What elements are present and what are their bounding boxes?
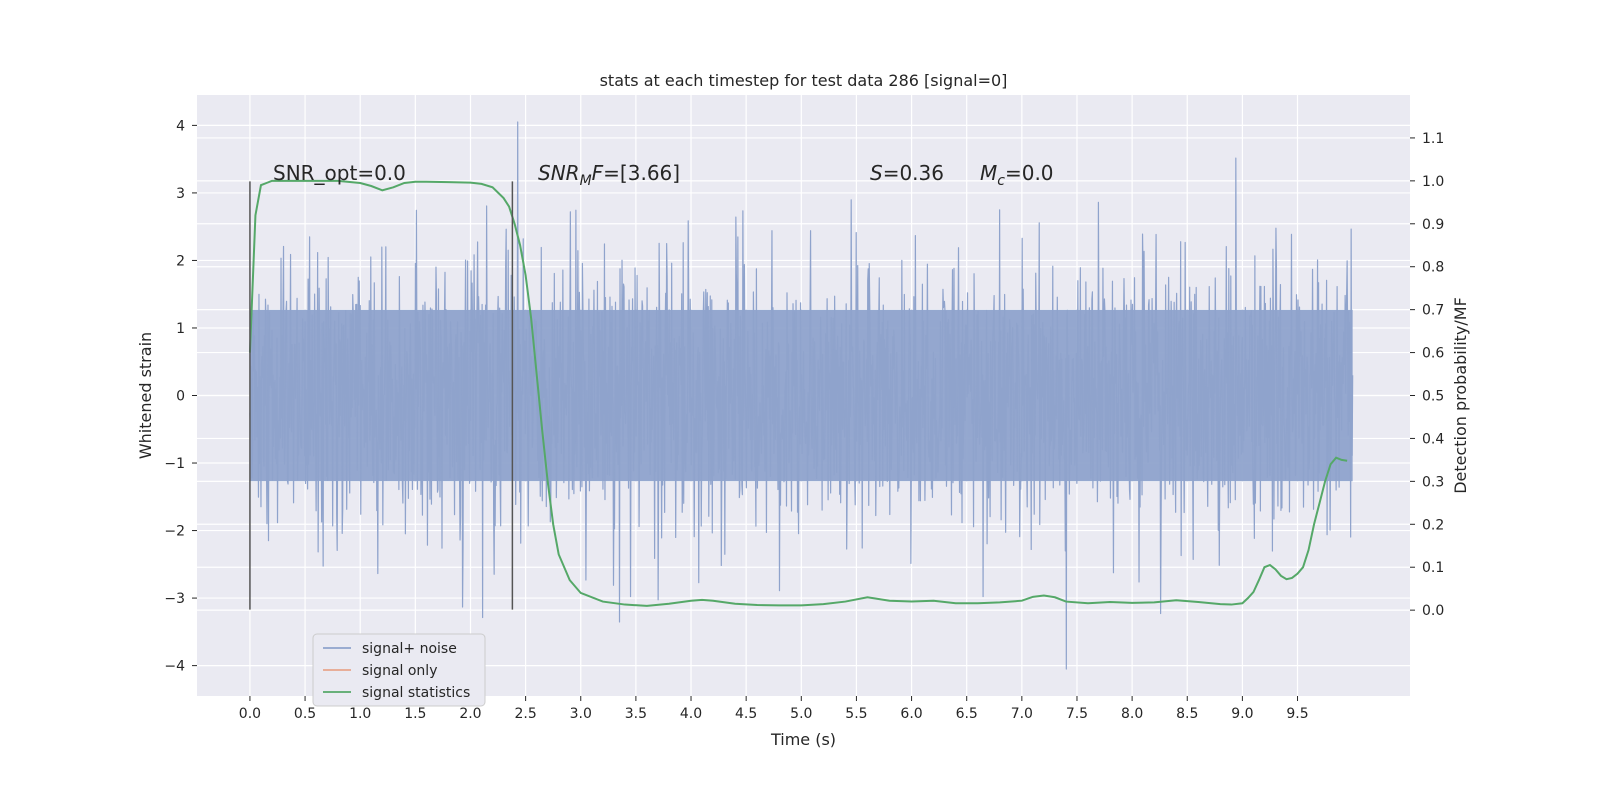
y2-axis-ticks: 0.0 0.1 0.2 0.3 0.4 0.5 0.6 0.7 0.8 0.9 1.0 1.1 — [1410, 131, 1444, 619]
y2-tick-label: 1.1 — [1422, 131, 1444, 147]
annotation-snr-mf: SNRMF=[3.66] — [538, 161, 680, 189]
noise-line — [249, 121, 1354, 670]
x-tick-label: 7.5 — [1066, 706, 1088, 722]
x-tick-label: 9.5 — [1286, 706, 1308, 722]
annotation-s: S=0.36 — [870, 161, 944, 185]
x-tick-label: 6.0 — [900, 706, 922, 722]
annotation-mc-value: =0.0 — [1005, 161, 1054, 185]
y2-tick-label: 0.4 — [1422, 431, 1444, 447]
legend-label-signal-noise: signal+ noise — [362, 641, 457, 657]
chart-title: stats at each timestep for test data 286… — [600, 71, 1008, 90]
x-axis-label: Time (s) — [770, 730, 836, 749]
annotation-snr-mf-subscript: M — [580, 173, 592, 189]
annotation-snr-mf-value: =[3.66] — [603, 161, 680, 185]
y2-tick-label: 0.0 — [1422, 603, 1444, 619]
signal-statistics-line — [248, 179, 1348, 607]
x-tick-label: 5.0 — [790, 706, 812, 722]
y2-tick-label: 0.9 — [1422, 217, 1444, 233]
y-tick-label: 3 — [176, 186, 185, 202]
x-tick-label: 1.0 — [349, 706, 371, 722]
y-tick-label: −3 — [164, 591, 185, 607]
y2-tick-label: 1.0 — [1422, 174, 1444, 190]
x-tick-label: 3.0 — [570, 706, 592, 722]
annotation-mc-subscript: c — [997, 173, 1005, 189]
y2-tick-label: 0.2 — [1422, 517, 1444, 533]
annotation-snr-mf-symbol-2: F — [592, 161, 604, 185]
y2-tick-label: 0.7 — [1422, 303, 1444, 319]
y-tick-label: 1 — [176, 321, 185, 337]
annotation-snr-mf-symbol: SNR — [538, 161, 580, 185]
annotation-s-value: =0.36 — [883, 161, 944, 185]
y-tick-label: 0 — [176, 389, 185, 405]
vertical-markers — [249, 181, 514, 610]
x-tick-label: 0.5 — [294, 706, 316, 722]
x-tick-label: 3.5 — [625, 706, 647, 722]
legend-label-signal-statistics: signal statistics — [362, 685, 470, 701]
y-tick-label: −1 — [164, 456, 185, 472]
x-tick-label: 6.5 — [956, 706, 978, 722]
y-axis-label: Whitened strain — [136, 332, 155, 459]
x-tick-label: 8.5 — [1176, 706, 1198, 722]
y-axis-ticks: −4 −3 −2 −1 0 1 2 3 4 — [164, 118, 197, 675]
y-tick-label: −2 — [164, 524, 185, 540]
stat-series — [248, 179, 1348, 607]
y2-tick-label: 0.8 — [1422, 260, 1444, 276]
x-tick-label: 0.0 — [239, 706, 261, 722]
y2-tick-label: 0.3 — [1422, 474, 1444, 490]
noise-series — [249, 121, 1354, 670]
y2-axis-label: Detection probability/MF — [1451, 297, 1470, 494]
y2-tick-label: 0.5 — [1422, 389, 1444, 405]
y-tick-label: −4 — [164, 659, 185, 675]
x-tick-label: 1.5 — [404, 706, 426, 722]
legend: signal+ noise signal only signal statist… — [312, 633, 486, 707]
y2-tick-label: 0.6 — [1422, 346, 1444, 362]
x-tick-label: 9.0 — [1231, 706, 1253, 722]
y-tick-label: 4 — [176, 118, 185, 134]
x-tick-label: 4.0 — [680, 706, 702, 722]
annotation-s-symbol: S — [870, 161, 883, 185]
x-tick-label: 2.5 — [514, 706, 536, 722]
x-tick-label: 2.0 — [459, 706, 481, 722]
legend-label-signal-only: signal only — [362, 663, 437, 679]
y2-tick-label: 0.1 — [1422, 560, 1444, 576]
annotation-mc-symbol: M — [980, 161, 997, 185]
annotation-mc: Mc=0.0 — [980, 161, 1054, 189]
legend-box — [312, 633, 486, 707]
y-tick-label: 2 — [176, 253, 185, 269]
x-tick-label: 5.5 — [845, 706, 867, 722]
annotation-snr-opt: SNR_opt=0.0 — [273, 161, 406, 185]
x-axis-ticks: 0.0 0.5 1.0 1.5 2.0 2.5 3.0 3.5 4.0 4.5 5.0 5.5 6.0 6… — [239, 696, 1309, 722]
x-tick-label: 7.0 — [1011, 706, 1033, 722]
x-tick-label: 4.5 — [735, 706, 757, 722]
x-tick-label: 8.0 — [1121, 706, 1143, 722]
